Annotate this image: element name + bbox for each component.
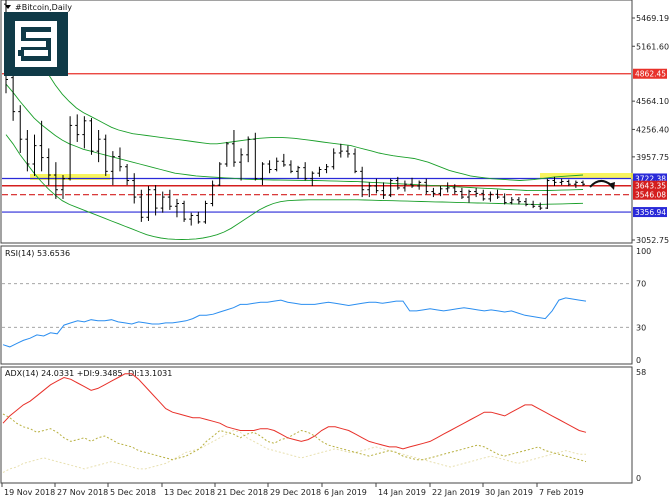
bollinger-upper-line xyxy=(5,37,584,181)
price-axis-ticks: 5469.19 5161.60 4564.10 4256.40 3957.75 3052.… xyxy=(632,14,669,245)
rsi-level-lines: 100 70 30 0 xyxy=(2,247,651,365)
time-tick-label: 6 Jan 2019 xyxy=(324,488,367,497)
forecast-arrowhead xyxy=(608,182,615,190)
price-tick-label: 4564.10 xyxy=(636,97,669,106)
adx-level-label: 58 xyxy=(636,368,646,377)
adx-level-label: 0 xyxy=(636,474,641,483)
broker-logo xyxy=(4,12,68,76)
level-3356-tag-label: 3356.94 xyxy=(635,208,666,217)
price-tick-label: 4256.40 xyxy=(636,125,669,134)
level-3546-tag-label: 3546.08 xyxy=(635,191,666,200)
level-3643-tag-label: 3643.35 xyxy=(635,182,666,191)
candlesticks xyxy=(4,0,585,226)
chart-title: #Bitcoin,Daily xyxy=(15,3,72,12)
time-tick-label: 29 Dec 2018 xyxy=(270,488,321,497)
horizontal-levels xyxy=(2,73,631,213)
time-tick-label: 14 Jan 2019 xyxy=(378,488,426,497)
level-3643-tag xyxy=(633,180,667,191)
level-4862-tag xyxy=(633,68,667,79)
rsi-label: RSI(14) 53.6536 xyxy=(5,249,70,258)
level-3722-tag xyxy=(633,173,667,184)
bollinger-middle-line xyxy=(5,83,584,192)
minus-di-line xyxy=(2,429,586,473)
rsi-line xyxy=(2,297,587,348)
adx-level-labels: 58 0 xyxy=(636,368,646,483)
time-tick-label: 30 Jan 2019 xyxy=(485,488,533,497)
rsi-level-label: 70 xyxy=(636,280,646,289)
price-tick-label: 5469.19 xyxy=(636,14,669,23)
level-3722-tag-label: 3722.38 xyxy=(635,174,666,183)
zone-highlight-right xyxy=(540,173,633,179)
adx-series xyxy=(2,373,587,473)
time-axis-ticks: 19 Nov 2018 27 Nov 2018 5 Dec 2018 13 Dec 2… xyxy=(1,483,584,497)
rsi-level-label: 0 xyxy=(636,356,641,365)
plus-di-line xyxy=(2,413,587,463)
adx-label: ADX(14) 24.0331 +DI:9.3485 -DI:13.1031 xyxy=(5,369,172,378)
logo-mark-icon xyxy=(15,21,57,67)
bollinger-lower-line xyxy=(5,134,584,240)
time-tick-label: 13 Dec 2018 xyxy=(164,488,215,497)
price-panel xyxy=(0,0,633,244)
level-3356-tag xyxy=(633,207,667,218)
rsi-panel xyxy=(0,245,633,365)
time-tick-label: 19 Nov 2018 xyxy=(4,488,55,497)
rsi-level-label: 30 xyxy=(636,323,646,332)
rsi-level-label: 100 xyxy=(636,247,651,256)
level-4862-tag-label: 4862.45 xyxy=(635,70,666,79)
time-tick-label: 22 Jan 2019 xyxy=(432,488,480,497)
price-tick-label: 3957.75 xyxy=(636,153,669,162)
adx-line xyxy=(2,373,587,450)
rsi-series xyxy=(2,297,587,348)
adx-panel xyxy=(0,366,633,484)
price-tick-label: 5161.60 xyxy=(636,42,669,51)
price-tick-label: 3052.75 xyxy=(636,236,669,245)
time-tick-label: 21 Dec 2018 xyxy=(217,488,268,497)
bollinger-bands xyxy=(5,37,584,240)
level-3546-tag xyxy=(633,189,667,200)
time-tick-label: 27 Nov 2018 xyxy=(57,488,108,497)
time-tick-label: 5 Dec 2018 xyxy=(110,488,156,497)
time-tick-label: 7 Feb 2019 xyxy=(539,488,584,497)
